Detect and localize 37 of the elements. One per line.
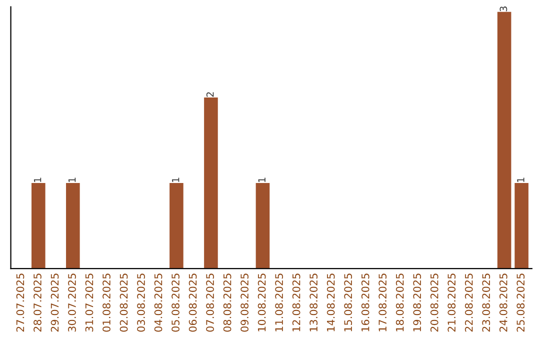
data-label: 1 <box>34 178 42 182</box>
x-tick-label: 04.08.2025 <box>154 274 162 332</box>
x-tick-label: 06.08.2025 <box>188 274 197 332</box>
x-tick-label: 31.07.2025 <box>85 274 94 332</box>
x-tick-label: 05.08.2025 <box>172 274 180 332</box>
x-tick-label: 08.08.2025 <box>223 274 232 332</box>
data-label: 1 <box>68 178 76 182</box>
x-tick-label: 23.08.2025 <box>482 274 490 332</box>
x-tick-label: 15.08.2025 <box>344 274 352 332</box>
x-tick-label: 13.08.2025 <box>310 274 318 332</box>
x-tick-label: 20.08.2025 <box>430 274 438 332</box>
data-label: 1 <box>258 178 266 182</box>
x-tick-label: 25.08.2025 <box>516 274 525 332</box>
x-tick-label: 14.08.2025 <box>326 274 335 332</box>
data-label: 1 <box>517 178 524 182</box>
x-tick-label: 24.08.2025 <box>499 274 508 332</box>
x-tick-label: 03.08.2025 <box>137 274 145 332</box>
x-tick-label: 29.07.2025 <box>50 274 59 332</box>
data-label: 2 <box>206 92 214 97</box>
x-tick-label: 28.07.2025 <box>34 274 42 332</box>
x-tick-label: 12.08.2025 <box>292 274 300 332</box>
x-tick-label: 22.08.2025 <box>464 274 473 332</box>
x-tick-label: 30.07.2025 <box>68 274 76 332</box>
data-label: 3 <box>500 6 508 12</box>
x-tick-label: 02.08.2025 <box>120 274 128 332</box>
x-tick-label: 01.08.2025 <box>102 274 110 332</box>
x-tick-label: 09.08.2025 <box>240 274 248 332</box>
x-tick-label: 10.08.2025 <box>258 274 266 332</box>
x-tick-label: 17.08.2025 <box>378 274 387 332</box>
x-tick-label: 07.08.2025 <box>206 274 214 332</box>
x-tick-label: 21.08.2025 <box>448 274 456 332</box>
x-tick-label: 11.08.2025 <box>275 274 283 332</box>
x-tick-label: 19.08.2025 <box>413 274 422 332</box>
x-tick-label: 18.08.2025 <box>396 274 404 332</box>
x-tick-label: 16.08.2025 <box>361 274 370 332</box>
data-label: 1 <box>172 178 180 182</box>
x-tick-label: 27.07.2025 <box>16 274 24 332</box>
